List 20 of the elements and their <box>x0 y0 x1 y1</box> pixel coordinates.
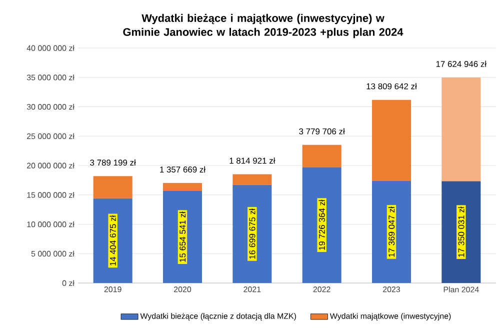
bar <box>93 176 132 198</box>
data-label: 3 779 706 zł <box>299 128 345 134</box>
data-label: 15 654 541 zł <box>179 212 186 262</box>
data-label: 14 404 675 zł <box>110 215 116 266</box>
chart-title: Wydatki bieżące i majątkowe (inwestycyjne) w Gminie Janowiec w latach 2019-2023 +plus plan 2024 <box>123 14 404 38</box>
data-label: 19 726 364 zł <box>318 200 325 250</box>
bar <box>442 78 481 182</box>
bar <box>302 167 342 283</box>
bar <box>302 144 342 168</box>
data-label: 17 624 946 zł <box>436 60 487 67</box>
bar <box>162 183 202 192</box>
bar <box>232 174 272 185</box>
data-label: 3 789 199 zł <box>90 159 136 166</box>
data-label: 1 357 669 zł <box>160 166 206 173</box>
data-label: 17 350 031 zł <box>458 206 464 257</box>
data-label: 1 814 921 zł <box>230 157 276 164</box>
data-label: 16 699 675 zł <box>249 208 256 259</box>
bar <box>372 100 412 181</box>
data-label: 13 809 642 zł <box>366 83 417 90</box>
data-label: 17 369 047 zł <box>388 206 395 257</box>
